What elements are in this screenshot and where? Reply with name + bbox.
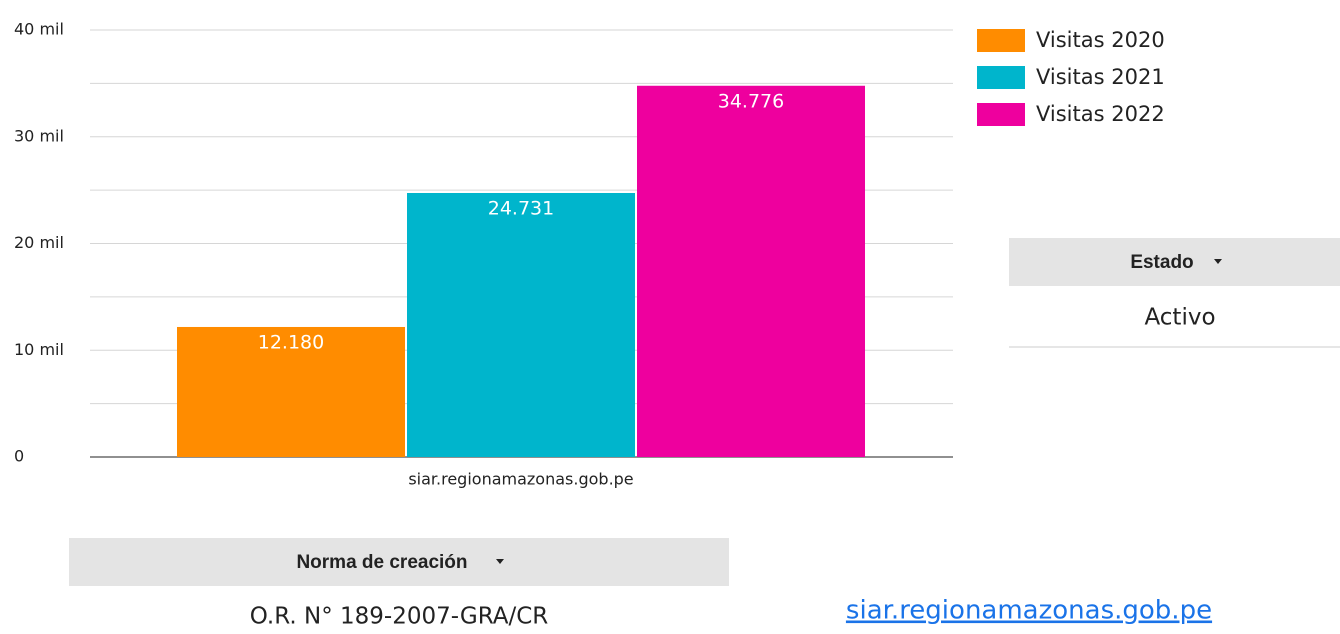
legend-swatch [977,66,1025,89]
y-tick-label: 10 mil [14,340,64,359]
bar [637,85,865,457]
table-cell: O.R. N° 189-2007-GRA/CR [250,604,549,630]
column-header[interactable]: Estado [1130,252,1193,273]
y-tick-label: 30 mil [14,126,64,145]
link[interactable]: siar.regionamazonas.gob.pe [846,596,1212,626]
column-header[interactable]: Norma de creación [296,552,467,573]
legend-swatch [977,103,1025,126]
table-header[interactable] [69,538,729,586]
y-tick-label: 0 [14,447,24,466]
bar [177,326,405,457]
data-label: 34.776 [718,90,784,112]
legend-label: Visitas 2020 [1036,28,1165,52]
x-tick-label: siar.regionamazonas.gob.pe [408,470,633,489]
y-tick-label: 20 mil [14,233,64,252]
bar [407,192,635,457]
table-header[interactable] [1009,238,1340,286]
legend-label: Visitas 2022 [1036,102,1165,126]
sort-arrow[interactable] [496,559,504,564]
data-label: 24.731 [488,197,554,219]
legend-swatch [977,29,1025,52]
y-tick-label: 40 mil [14,20,64,39]
data-label: 12.180 [258,331,324,353]
table-cell: Activo [1144,305,1215,331]
sort-arrow[interactable] [1214,259,1222,264]
legend-label: Visitas 2021 [1036,65,1165,89]
